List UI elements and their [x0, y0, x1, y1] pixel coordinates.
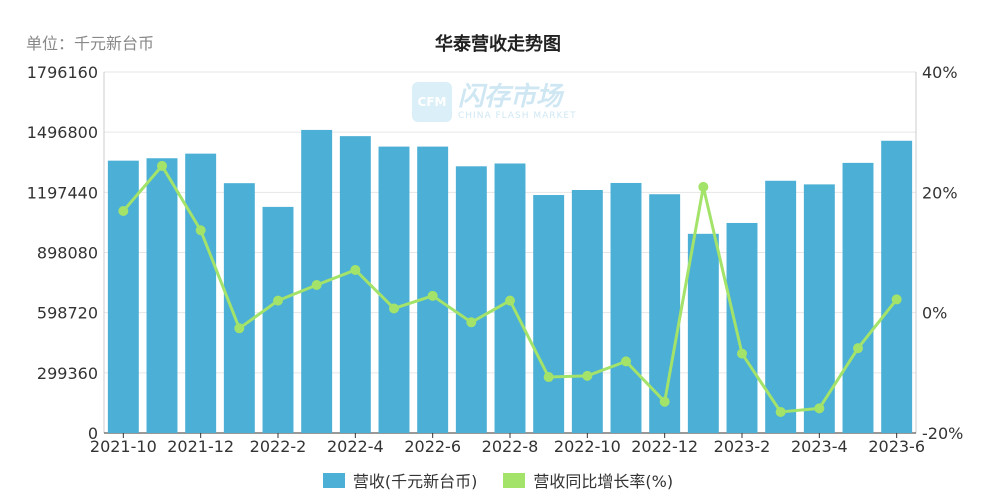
growth-point	[157, 160, 167, 171]
chart-title: 华泰营收走势图	[435, 34, 561, 55]
bar	[687, 233, 719, 433]
growth-point	[505, 295, 515, 306]
bar	[107, 160, 139, 433]
legend: 营收(千元新台币) 营收同比增长率(%)	[0, 468, 996, 492]
bar	[262, 206, 294, 433]
bar	[378, 146, 410, 433]
bar	[765, 180, 797, 433]
bar	[455, 166, 487, 433]
bar	[223, 183, 255, 433]
growth-point	[311, 279, 322, 290]
bar	[803, 184, 835, 433]
y-left-tick-label: 1197440	[27, 183, 98, 202]
x-tick-label: 2023-2	[714, 437, 771, 456]
growth-point	[891, 294, 902, 305]
growth-point	[775, 406, 786, 417]
bar	[842, 162, 874, 433]
legend-label-revenue: 营收(千元新台币)	[352, 472, 478, 491]
watermark: CFM 闪存市场 CHINA FLASH MARKET	[412, 82, 577, 122]
legend-item-revenue[interactable]: 营收(千元新台币)	[322, 468, 478, 492]
bar	[610, 182, 642, 433]
x-tick-label: 2022-8	[482, 437, 539, 456]
bar	[649, 194, 681, 433]
y-left-tick-label: 1496800	[27, 123, 98, 142]
bar	[339, 136, 371, 433]
growth-point	[466, 317, 477, 328]
bar	[881, 140, 913, 433]
growth-point	[389, 303, 399, 314]
legend-swatch-growth	[503, 472, 526, 488]
growth-point	[737, 348, 747, 359]
x-tick-label: 2022-12	[631, 437, 698, 456]
x-tick-label: 2022-6	[404, 437, 461, 456]
x-tick-label: 2022-2	[250, 437, 307, 456]
growth-point	[118, 205, 129, 216]
growth-point	[350, 264, 361, 275]
unit-label: 单位：千元新台币	[26, 34, 155, 53]
growth-point	[273, 295, 283, 306]
legend-item-growth[interactable]: 营收同比增长率(%)	[503, 468, 673, 492]
growth-point	[234, 323, 245, 334]
x-tick-label: 2022-4	[327, 437, 384, 456]
x-tick-label: 2021-10	[90, 437, 157, 456]
x-tick-label: 2022-10	[554, 437, 621, 456]
growth-point	[195, 225, 206, 236]
y-left-tick-label: 1796160	[27, 63, 98, 82]
legend-label-growth: 营收同比增长率(%)	[533, 472, 674, 491]
bar	[533, 195, 565, 433]
growth-point	[853, 343, 863, 354]
growth-point	[814, 403, 825, 414]
x-tick-label: 2021-12	[167, 437, 234, 456]
y-left-tick-label: 0	[88, 424, 98, 443]
growth-point	[698, 181, 709, 192]
growth-point	[582, 370, 593, 381]
bar	[571, 190, 603, 433]
y-left-tick-label: 299360	[37, 364, 98, 383]
watermark-name-cn: 闪存市场	[458, 82, 563, 112]
bar	[146, 158, 178, 433]
y-left-tick-label: 898080	[37, 244, 98, 263]
y-right-tick-label: 20%	[922, 183, 958, 202]
y-right-tick-label: 40%	[922, 63, 958, 82]
cfm-logo-icon: CFM	[412, 82, 452, 122]
y-right-tick-label: -20%	[922, 424, 963, 443]
x-tick-label: 2023-4	[791, 437, 848, 456]
y-left-tick-label: 598720	[37, 304, 98, 323]
growth-point	[621, 356, 631, 367]
bar	[726, 222, 758, 433]
watermark-name-en: CHINA FLASH MARKET	[458, 111, 577, 121]
growth-point	[543, 372, 554, 383]
bar	[417, 146, 449, 433]
growth-point	[659, 396, 670, 407]
bar	[185, 153, 217, 434]
growth-point	[427, 290, 438, 301]
legend-swatch-revenue	[322, 472, 345, 488]
y-right-tick-label: 0%	[922, 304, 947, 323]
x-tick-label: 2023-6	[868, 437, 925, 456]
